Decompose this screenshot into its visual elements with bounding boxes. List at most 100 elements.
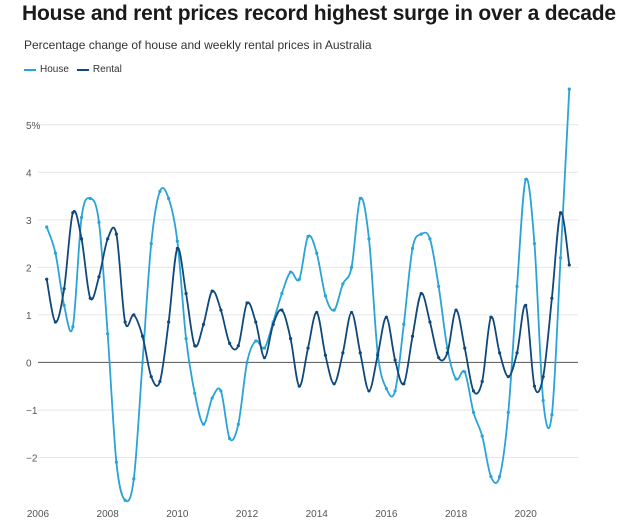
data-point-house <box>428 237 432 241</box>
data-point-rental <box>193 344 197 348</box>
legend-item-house: House <box>24 64 69 75</box>
data-point-house <box>498 474 502 479</box>
y-tick-label: 3 <box>26 216 32 227</box>
data-point-rental <box>167 320 171 324</box>
data-point-house <box>515 284 519 288</box>
data-point-rental <box>53 320 58 324</box>
data-point-rental <box>428 320 432 324</box>
data-point-house <box>384 386 388 391</box>
data-point-house <box>62 303 66 307</box>
data-point-rental <box>471 389 476 393</box>
data-point-house <box>193 391 197 395</box>
data-point-house <box>149 241 153 246</box>
data-point-rental <box>123 320 127 324</box>
data-point-house <box>140 360 145 365</box>
data-point-rental <box>62 287 66 291</box>
data-point-house <box>210 396 214 400</box>
data-point-rental <box>506 375 510 379</box>
data-point-rental <box>184 291 188 296</box>
data-point-house <box>480 434 484 438</box>
data-point-rental <box>97 275 101 279</box>
data-point-rental <box>480 379 484 384</box>
data-point-house <box>463 370 467 374</box>
series-line-house <box>45 88 571 503</box>
data-point-house <box>506 410 510 414</box>
data-point-rental <box>149 375 153 379</box>
data-point-house <box>306 234 310 239</box>
x-tick-label: 2010 <box>166 509 189 520</box>
data-point-house <box>437 284 441 288</box>
data-point-rental <box>210 289 214 293</box>
data-point-rental <box>132 313 136 317</box>
data-point-rental <box>393 358 397 362</box>
data-point-rental <box>201 322 206 326</box>
x-tick-label: 2014 <box>306 509 329 520</box>
x-tick-label: 2012 <box>236 509 259 520</box>
data-point-house <box>245 360 249 365</box>
data-point-house <box>315 251 319 255</box>
data-point-house <box>184 337 188 341</box>
data-point-rental <box>297 384 301 388</box>
data-point-rental <box>175 246 179 250</box>
y-tick-label: 1 <box>26 311 32 322</box>
y-tick-label: 4 <box>26 168 32 179</box>
data-point-house <box>471 410 476 414</box>
data-point-house <box>323 294 328 298</box>
data-point-house <box>419 232 423 236</box>
data-point-house <box>550 413 554 417</box>
data-point-house <box>262 346 267 350</box>
legend: House Rental <box>24 64 122 75</box>
y-tick-label: 0 <box>26 358 32 369</box>
data-point-house <box>158 189 162 193</box>
data-point-rental <box>402 382 406 386</box>
data-point-house <box>71 325 75 329</box>
data-point-rental <box>245 301 249 305</box>
data-point-house <box>332 308 336 312</box>
data-point-rental <box>410 334 415 338</box>
chart-subtitle: Percentage change of house and weekly re… <box>24 38 372 52</box>
data-point-rental <box>79 237 84 241</box>
data-point-rental <box>219 308 223 312</box>
data-point-house <box>175 239 179 243</box>
x-tick-label: 2018 <box>445 509 468 520</box>
data-point-rental <box>332 382 336 386</box>
data-point-rental <box>71 211 75 215</box>
y-tick-label: −1 <box>26 406 38 417</box>
chart-title: House and rent prices record highest sur… <box>22 2 616 25</box>
legend-label-rental: Rental <box>92 64 122 75</box>
legend-label-house: House <box>40 64 69 75</box>
data-point-house <box>280 291 284 296</box>
data-point-house <box>106 332 110 336</box>
legend-swatch-rental <box>76 68 89 71</box>
data-point-house <box>454 377 458 381</box>
data-point-rental <box>558 211 563 215</box>
data-point-rental <box>358 351 362 355</box>
data-point-house <box>201 422 206 426</box>
data-point-rental <box>384 315 388 319</box>
data-point-house <box>288 270 293 274</box>
data-point-rental <box>567 263 571 267</box>
data-point-house <box>524 177 528 182</box>
data-point-house <box>254 339 258 343</box>
data-point-rental <box>271 322 275 326</box>
data-point-house <box>541 398 545 403</box>
data-point-rental <box>463 346 467 350</box>
data-point-rental <box>262 356 267 360</box>
data-point-rental <box>114 232 118 236</box>
data-point-house <box>367 237 371 241</box>
data-point-rental <box>88 296 92 300</box>
data-point-rental <box>454 308 458 312</box>
data-point-house <box>349 265 354 269</box>
data-point-rental <box>106 237 110 241</box>
data-point-rental <box>445 351 449 355</box>
data-point-house <box>567 87 571 91</box>
data-point-house <box>88 196 92 201</box>
data-point-house <box>393 389 397 393</box>
data-point-rental <box>532 384 537 388</box>
y-tick-label: 2 <box>26 263 32 274</box>
data-point-house <box>236 422 240 426</box>
x-tick-label: 2008 <box>97 509 120 520</box>
y-tick-label: −2 <box>26 453 38 464</box>
data-point-house <box>489 474 493 479</box>
